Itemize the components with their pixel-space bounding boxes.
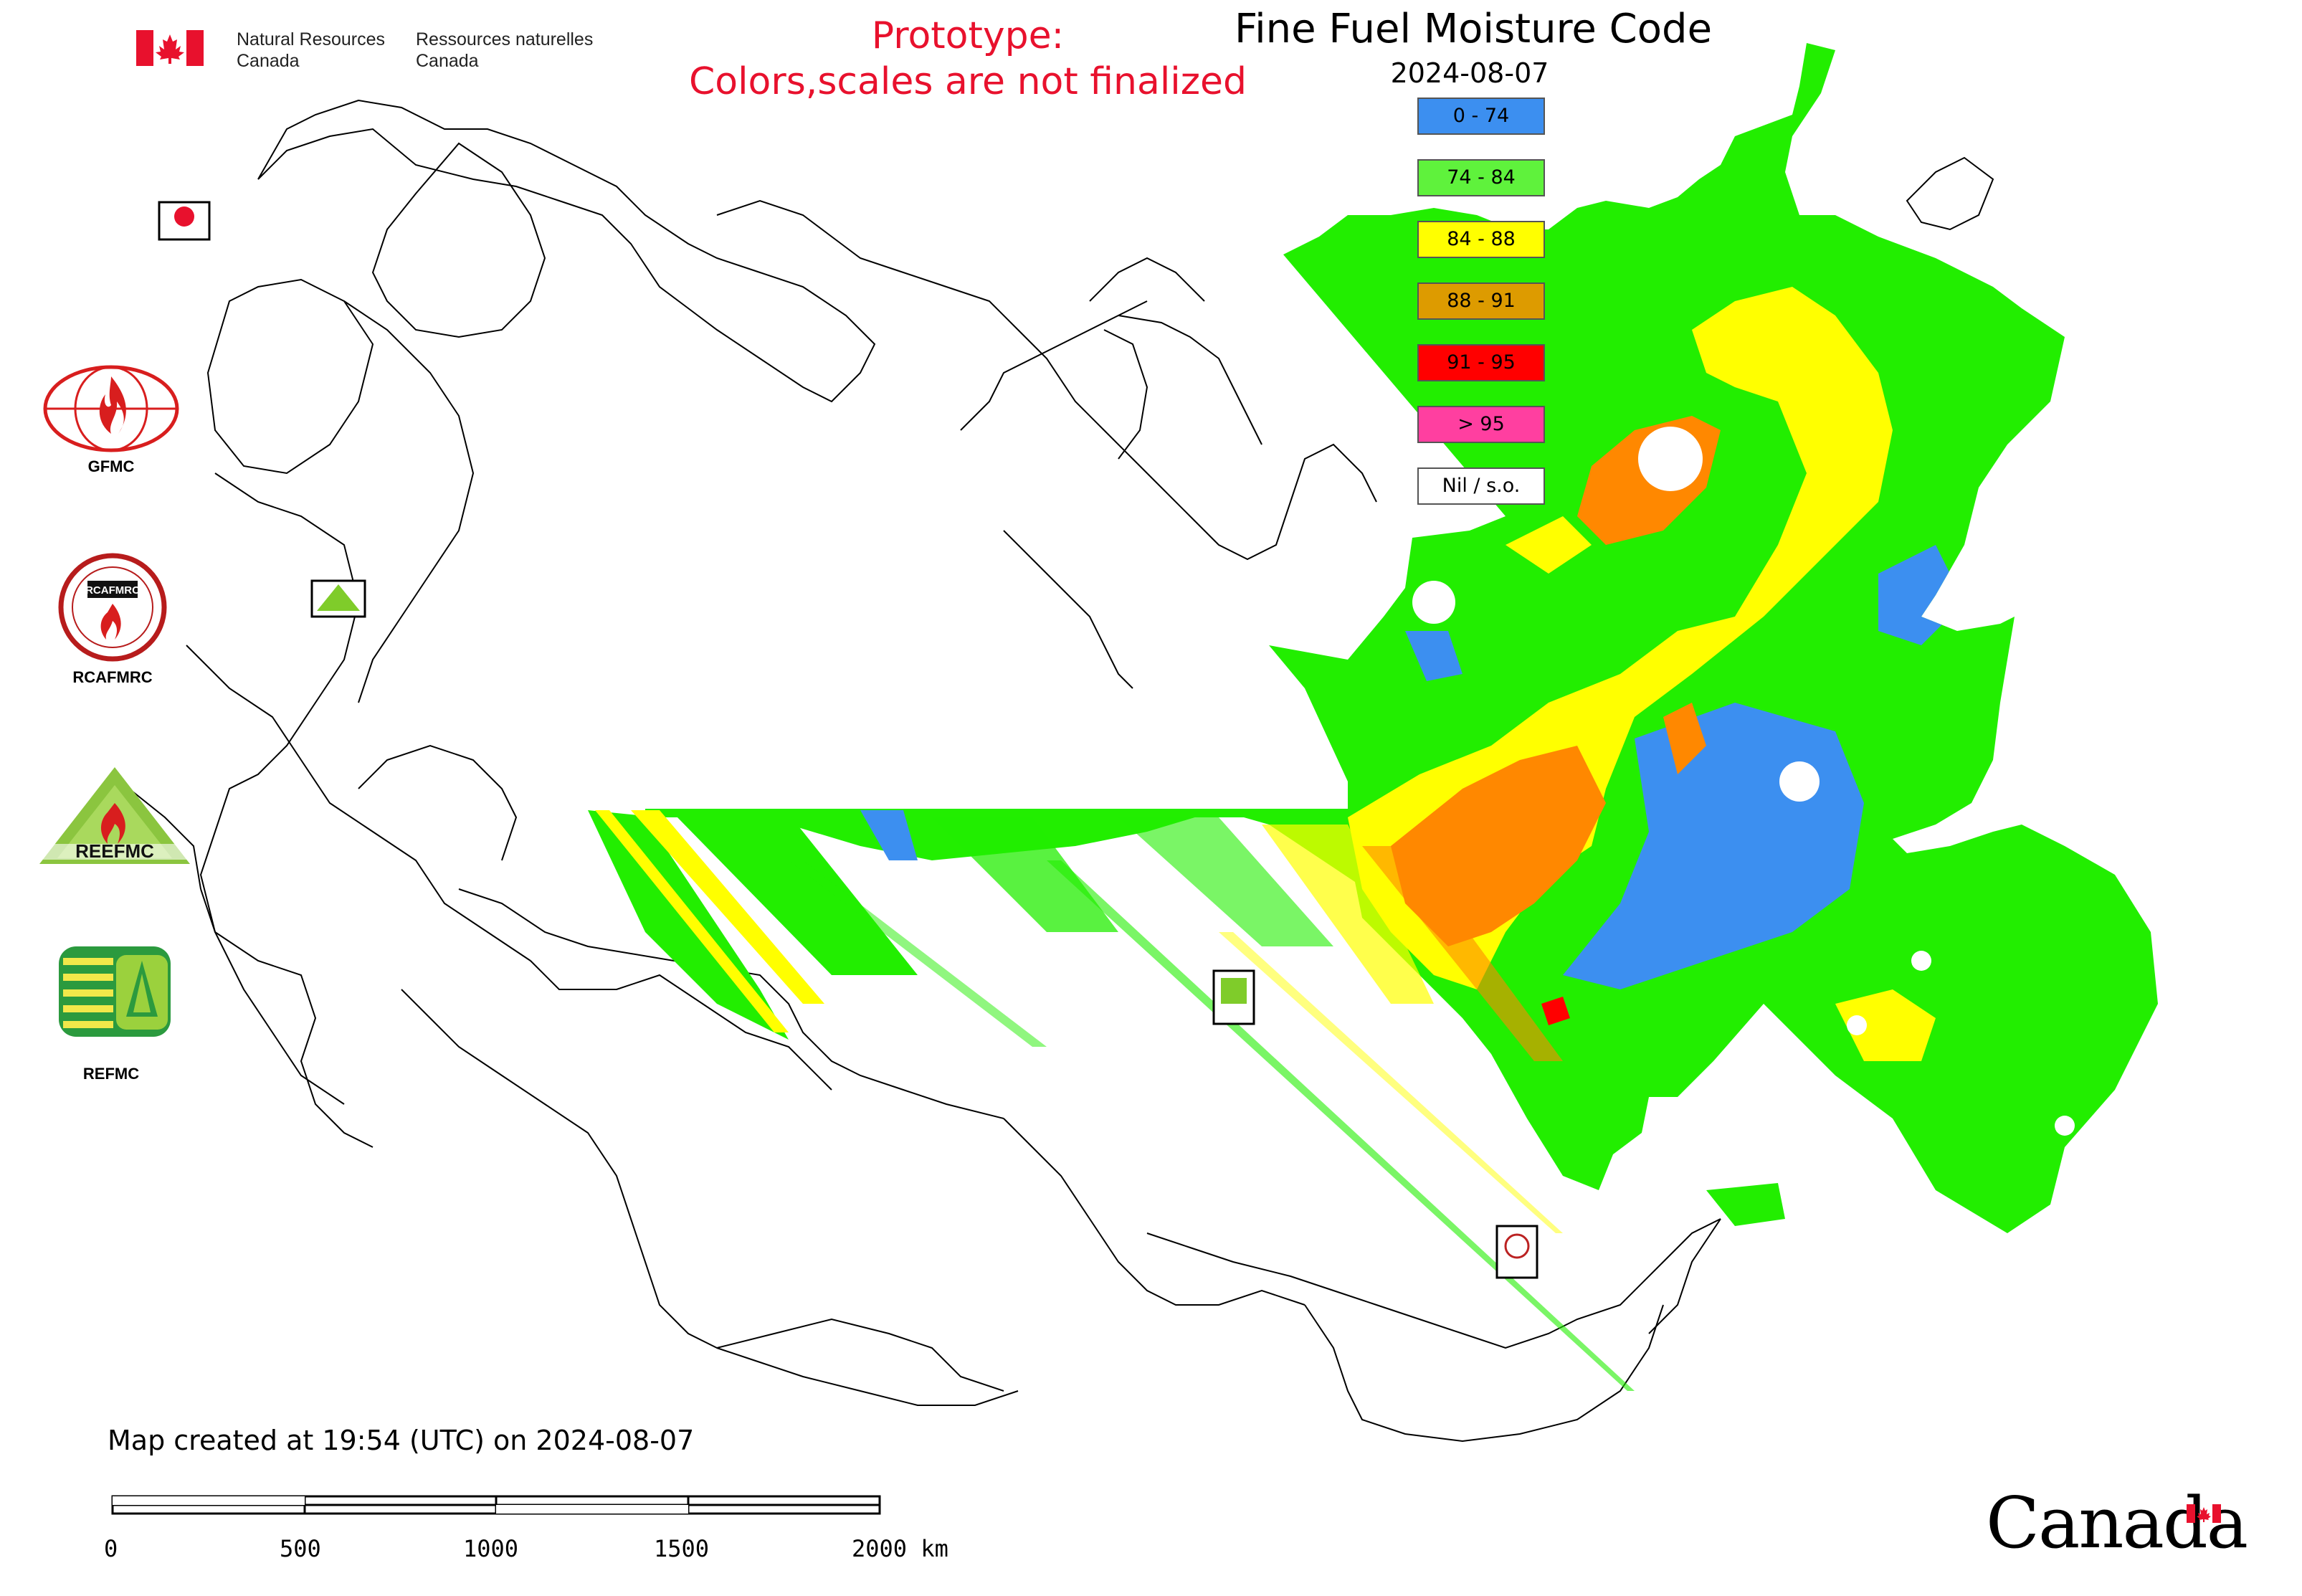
svg-text:REEFMC: REEFMC — [75, 840, 154, 862]
map-title: Fine Fuel Moisture Code — [1234, 6, 1713, 52]
canada-wordmark: Canada — [1986, 1483, 2248, 1564]
reefmc-logo-icon: REEFMC — [39, 767, 190, 864]
ffmc-streaks — [595, 809, 1785, 1391]
map-date: 2024-08-07 — [1390, 57, 1549, 89]
rcafmrc-logo-icon: RCAFMRC — [58, 553, 167, 662]
scale-bar — [111, 1495, 881, 1515]
legend-item-74-84: 74 - 84 — [1417, 159, 1545, 196]
map-station-markers — [158, 201, 1538, 1279]
scale-tick-500: 500 — [280, 1535, 321, 1562]
refmc-label: REFMC — [82, 1065, 140, 1083]
legend-item-gt-95: > 95 — [1417, 406, 1545, 443]
refmc-logo-icon — [59, 946, 171, 1037]
scale-tick-2000km: 2000 km — [852, 1535, 948, 1562]
agency-name-en: Natural Resources Canada — [237, 29, 386, 71]
gfmc-label: GFMC — [87, 457, 135, 475]
scale-tick-1000: 1000 — [463, 1535, 519, 1562]
legend-item-nil: Nil / s.o. — [1417, 467, 1545, 505]
ffmc-raster — [588, 43, 2158, 1233]
agency-name-fr: Ressources naturelles Canada — [416, 29, 594, 71]
scale-tick-0: 0 — [104, 1535, 118, 1562]
map-created-note: Map created at 19:54 (UTC) on 2024-08-07 — [108, 1425, 695, 1456]
legend-item-91-95: 91 - 95 — [1417, 344, 1545, 381]
rcafmrc-label: RCAFMRC — [72, 668, 153, 686]
canada-wordmark-flag-icon — [2187, 1504, 2221, 1523]
legend-item-0-74: 0 - 74 — [1417, 98, 1545, 135]
scale-tick-1500: 1500 — [654, 1535, 710, 1562]
canada-flag-icon — [136, 30, 204, 66]
gfmc-logo-icon — [43, 365, 179, 452]
legend-item-88-91: 88 - 91 — [1417, 282, 1545, 320]
legend-item-84-88: 84 - 88 — [1417, 221, 1545, 258]
prototype-notice: Prototype: Colors,scales are not finaliz… — [688, 14, 1247, 103]
svg-text:RCAFMRC: RCAFMRC — [85, 584, 140, 597]
